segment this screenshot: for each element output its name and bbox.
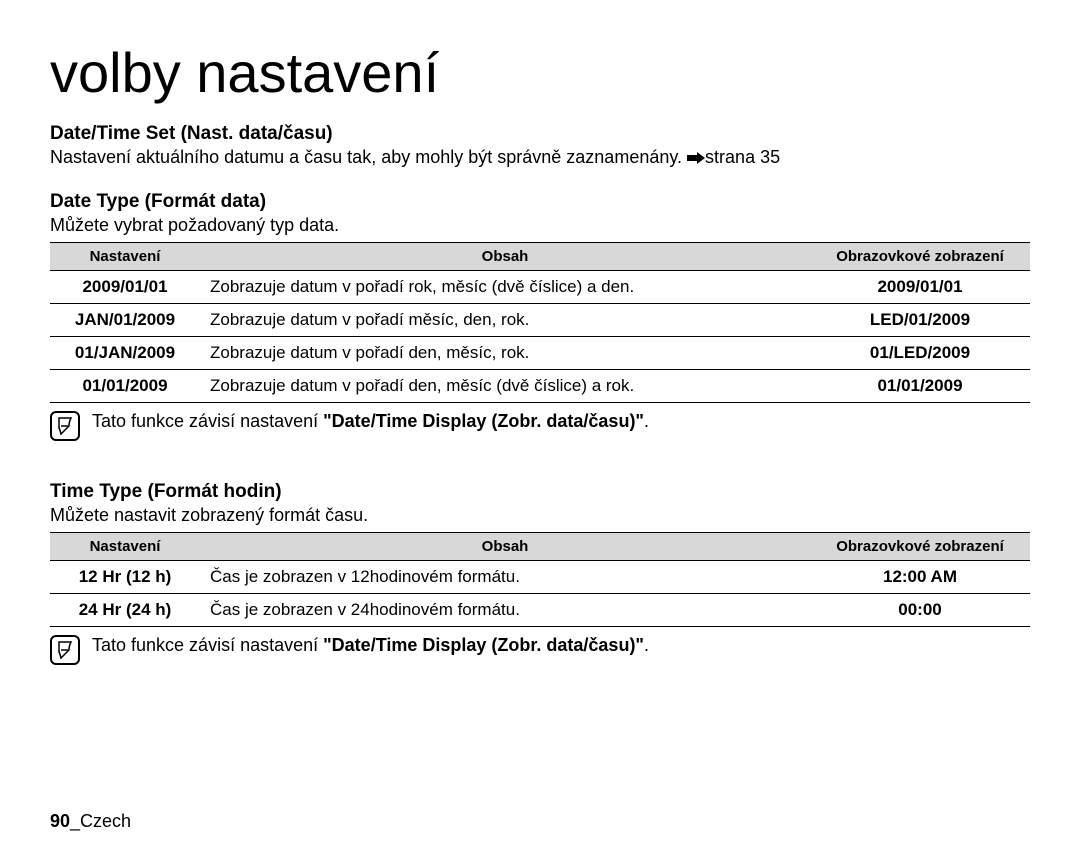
section-datetime-set: Date/Time Set (Nast. data/času) Nastaven… [50,123,1030,169]
cell-content: Zobrazuje datum v pořadí rok, měsíc (dvě… [200,270,810,303]
page-number: 90 [50,811,70,831]
cell-content: Zobrazuje datum v pořadí den, měsíc (dvě… [200,369,810,402]
page-title: volby nastavení [50,40,1030,105]
cell-display: 2009/01/01 [810,270,1030,303]
footer-sep: _ [70,811,80,831]
cell-content: Čas je zobrazen v 24hodinovém formátu. [200,593,810,626]
note-post: . [644,411,649,431]
cell-display: 00:00 [810,593,1030,626]
datetime-set-text: Nastavení aktuálního datumu a času tak, … [50,147,1030,169]
note-bold: "Date/Time Display (Zobr. data/času)" [323,635,644,655]
note-icon [50,411,80,441]
date-type-heading: Date Type (Formát data) [50,191,1030,213]
time-type-heading: Time Type (Formát hodin) [50,481,1030,503]
table-row: 12 Hr (12 h)Čas je zobrazen v 12hodinové… [50,560,1030,593]
col-display: Obrazovkové zobrazení [810,242,1030,270]
col-setting: Nastavení [50,532,200,560]
cell-display: 01/01/2009 [810,369,1030,402]
note-pre: Tato funkce závisí nastavení [92,635,323,655]
note-text: Tato funkce závisí nastavení "Date/Time … [92,635,649,656]
cell-display: LED/01/2009 [810,303,1030,336]
table-row: 01/JAN/2009Zobrazuje datum v pořadí den,… [50,336,1030,369]
datetime-set-body: Nastavení aktuálního datumu a času tak, … [50,147,682,167]
cell-content: Čas je zobrazen v 12hodinovém formátu. [200,560,810,593]
note-icon [50,635,80,665]
cell-setting: 12 Hr (12 h) [50,560,200,593]
cell-content: Zobrazuje datum v pořadí den, měsíc, rok… [200,336,810,369]
datetime-set-heading: Date/Time Set (Nast. data/času) [50,123,1030,145]
cell-setting: 2009/01/01 [50,270,200,303]
date-type-note: Tato funkce závisí nastavení "Date/Time … [50,411,1030,441]
col-content: Obsah [200,532,810,560]
arrow-right-icon [687,148,705,169]
table-header-row: Nastavení Obsah Obrazovkové zobrazení [50,242,1030,270]
cell-content: Zobrazuje datum v pořadí měsíc, den, rok… [200,303,810,336]
cell-setting: 01/01/2009 [50,369,200,402]
section-date-type: Date Type (Formát data) Můžete vybrat po… [50,191,1030,441]
col-content: Obsah [200,242,810,270]
note-bold: "Date/Time Display (Zobr. data/času)" [323,411,644,431]
section-time-type: Time Type (Formát hodin) Můžete nastavit… [50,481,1030,665]
date-type-table: Nastavení Obsah Obrazovkové zobrazení 20… [50,242,1030,403]
date-type-intro: Můžete vybrat požadovaný typ data. [50,215,1030,236]
footer-language: Czech [80,811,131,831]
col-setting: Nastavení [50,242,200,270]
time-type-note: Tato funkce závisí nastavení "Date/Time … [50,635,1030,665]
table-row: 01/01/2009Zobrazuje datum v pořadí den, … [50,369,1030,402]
cell-setting: 24 Hr (24 h) [50,593,200,626]
cell-display: 12:00 AM [810,560,1030,593]
time-type-table: Nastavení Obsah Obrazovkové zobrazení 12… [50,532,1030,627]
table-row: JAN/01/2009Zobrazuje datum v pořadí měsí… [50,303,1030,336]
table-header-row: Nastavení Obsah Obrazovkové zobrazení [50,532,1030,560]
note-pre: Tato funkce závisí nastavení [92,411,323,431]
cell-setting: JAN/01/2009 [50,303,200,336]
note-post: . [644,635,649,655]
cell-display: 01/LED/2009 [810,336,1030,369]
cell-setting: 01/JAN/2009 [50,336,200,369]
note-text: Tato funkce závisí nastavení "Date/Time … [92,411,649,432]
time-type-intro: Můžete nastavit zobrazený formát času. [50,505,1030,526]
table-row: 24 Hr (24 h)Čas je zobrazen v 24hodinové… [50,593,1030,626]
table-row: 2009/01/01Zobrazuje datum v pořadí rok, … [50,270,1030,303]
page-footer: 90_Czech [50,811,131,832]
col-display: Obrazovkové zobrazení [810,532,1030,560]
datetime-set-pageref: strana 35 [705,147,780,167]
